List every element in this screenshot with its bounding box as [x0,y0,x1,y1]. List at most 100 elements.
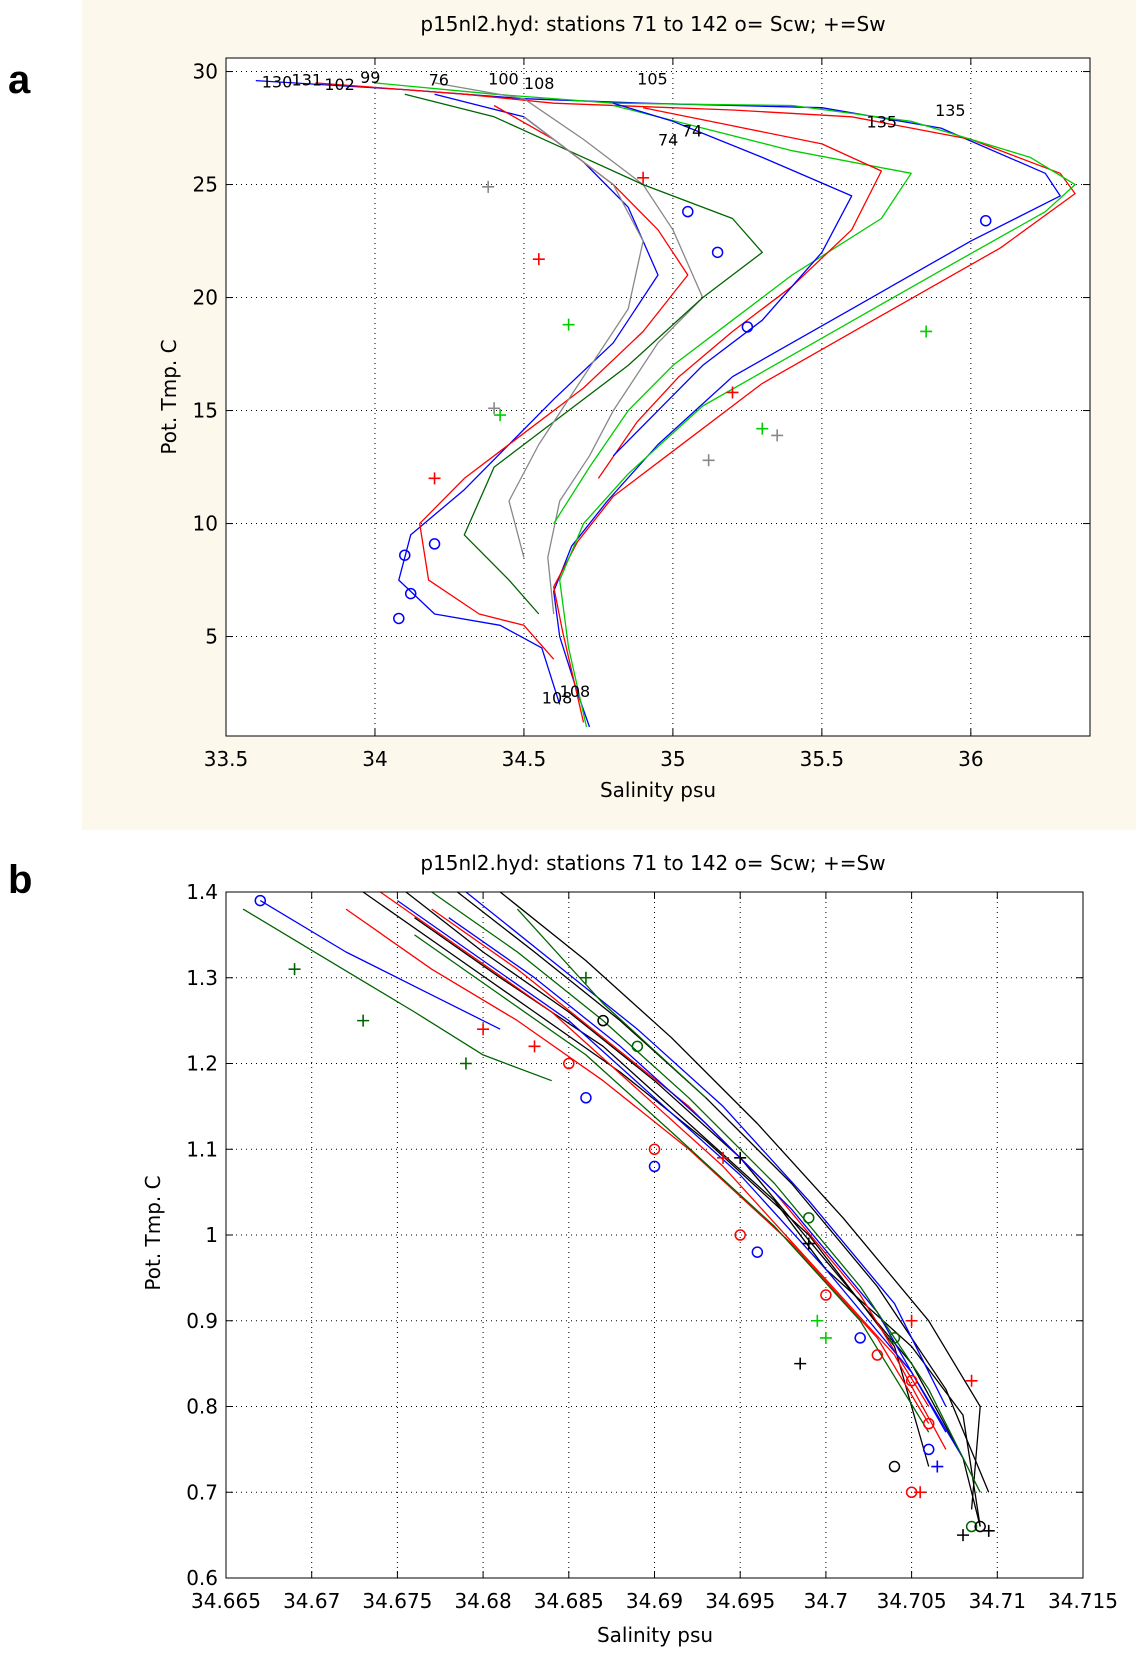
data-point [979,214,992,227]
data-point [637,171,650,184]
series-line [414,934,930,1433]
chart-b-plot-area [226,892,1083,1578]
data-point [562,318,575,331]
y-tick-label: 1.3 [186,966,218,990]
data-point [982,1524,995,1537]
data-point [288,963,301,976]
x-tick-label: 35 [660,747,685,771]
data-point [794,1357,807,1370]
data-point [914,1486,927,1499]
y-tick-label: 1.2 [186,1052,218,1076]
x-tick-label: 34.67 [283,1589,340,1613]
data-point [404,587,417,600]
chart-a-markers [393,171,992,625]
series-line [597,107,883,479]
data-point [631,1040,644,1053]
y-tick-label: 1.4 [186,880,218,904]
station-label: 131 [292,70,323,89]
chart-a-xlabel: Salinity psu [600,778,716,802]
data-point [803,1212,815,1224]
x-tick-label: 34 [362,747,387,771]
chart-a-series [255,79,1076,728]
y-tick-label: 0.6 [186,1566,218,1590]
y-tick-label: 20 [193,286,218,310]
y-tick-label: 1 [205,1223,218,1247]
data-point [965,1374,978,1387]
chart-b-ticks: 34.665 34.67 34.675 34.68 34.685 34.69 34.695 3… [186,880,1118,1613]
panel-letter-a: a [8,58,31,102]
data-point [393,612,405,625]
data-point [888,1332,901,1344]
series-line [553,104,912,524]
series-line [431,891,981,1493]
y-tick-label: 1.1 [186,1137,218,1161]
data-point [854,1332,866,1344]
chart-b-xlabel: Salinity psu [597,1623,713,1647]
data-point [820,1289,832,1301]
series-line [434,82,704,615]
x-tick-label: 34.5 [502,747,547,771]
x-tick-label: 33.5 [204,747,249,771]
panel-letter-b: b [8,858,33,902]
y-tick-label: 5 [205,625,218,649]
data-point [532,253,545,266]
series-line [465,891,947,1407]
data-point [931,1460,944,1473]
series-line [499,891,981,1510]
ts-chart-b: p15nl2.hyd: stations 71 to 142 o= Scw; +… [141,851,1118,1647]
x-tick-label: 34.695 [705,1589,775,1613]
data-point [957,1529,970,1542]
data-point [920,325,933,338]
station-label: 135 [867,112,898,131]
station-label: 108 [560,682,591,701]
data-point [734,1229,746,1241]
data-point [399,549,411,561]
data-point [648,1143,661,1155]
series-line [612,102,853,457]
y-tick-label: 10 [193,512,218,536]
data-point [482,180,495,193]
station-label: 105 [637,69,668,88]
data-point [802,1237,815,1250]
station-label: 76 [429,70,449,89]
data-point [905,1314,918,1327]
chart-a-plot-area [226,58,1090,736]
series-line [419,104,689,660]
data-point [579,971,592,984]
data-point [771,429,784,442]
station-label: 108 [542,689,573,708]
x-tick-label: 36 [958,747,983,771]
data-point [563,1057,575,1070]
data-point [741,321,754,333]
series-line [379,891,947,1450]
data-point [922,1417,935,1430]
station-label: 74 [658,130,678,149]
data-point [811,1314,824,1327]
data-point [477,1023,490,1036]
x-tick-label: 34.7 [804,1589,849,1613]
data-point [488,402,501,415]
data-point [974,1520,986,1533]
x-tick-label: 34.675 [362,1589,432,1613]
data-point [922,1443,935,1456]
data-point [459,1057,472,1070]
x-tick-label: 34.685 [534,1589,604,1613]
chart-b-ylabel: Pot. Tmp. C [141,1175,165,1290]
chart-b-title: p15nl2.hyd: stations 71 to 142 o= Scw; +… [420,851,885,875]
y-tick-label: 25 [193,173,218,197]
series-line [508,116,644,558]
y-tick-label: 0.9 [186,1309,218,1333]
station-label: 102 [324,75,355,94]
series-line [431,908,930,1407]
data-point [254,894,267,907]
station-label: 74 [682,121,702,140]
ts-chart-a: p15nl2.hyd: stations 71 to 142 o= Scw; +… [157,12,1091,802]
data-point [756,422,769,435]
data-point [597,1014,609,1027]
station-label: 135 [935,101,966,120]
data-point [428,472,441,485]
data-point [965,1520,978,1533]
chart-a-grid [226,58,1090,736]
